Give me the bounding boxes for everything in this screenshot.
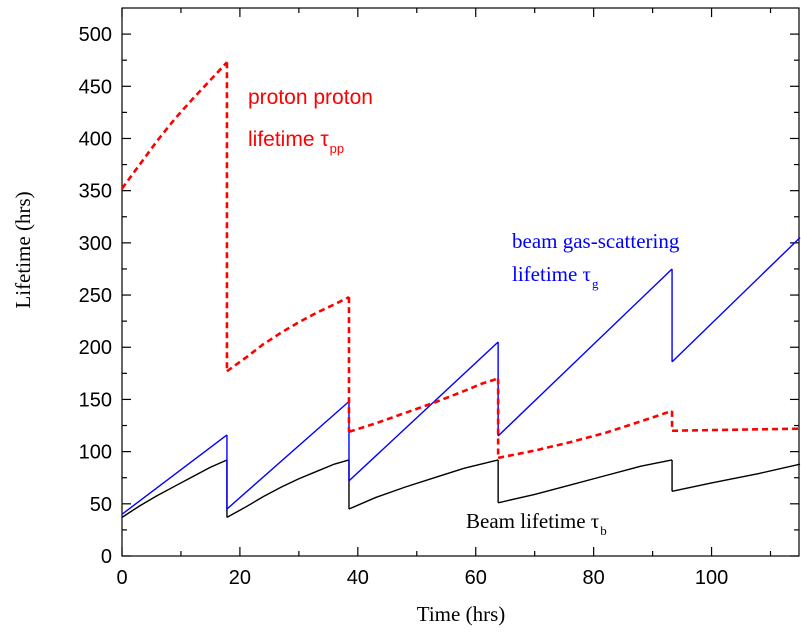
annotation-beam-subscript: b <box>600 523 607 538</box>
series-gas-segment-0 <box>121 434 228 515</box>
x-tick-label: 100 <box>695 567 728 589</box>
x-tick-label: 60 <box>465 567 487 589</box>
series-layer <box>120 61 801 518</box>
series-beam-segment-6 <box>497 459 673 504</box>
series-pp-segment-8 <box>672 427 801 433</box>
series-pp <box>120 61 801 460</box>
annotation-pp-subscript: pp <box>330 141 344 156</box>
plot-border <box>121 7 800 557</box>
y-tick-label: 400 <box>79 128 112 150</box>
y-axis-title: Lifetime (hrs) <box>11 191 35 308</box>
y-tick-label: 50 <box>90 494 112 516</box>
axis-ticks <box>121 8 799 557</box>
x-tick-label: 80 <box>583 567 605 589</box>
y-tick-label: 150 <box>79 389 112 411</box>
series-pp-segment-0 <box>120 61 228 190</box>
annotation-beam-line1: Beam lifetime τb <box>466 509 607 538</box>
series-beam-segment-4 <box>348 459 499 510</box>
annotation-beam-gas: beam gas-scattering lifetime τg <box>512 229 680 291</box>
series-pp-segment-6 <box>497 409 673 460</box>
tick-labels: 0 20 40 60 80 100 0 50 100 150 200 250 300 350 400 450 5… <box>79 24 729 589</box>
y-tick-label: 350 <box>79 181 112 203</box>
y-tick-label: 450 <box>79 76 112 98</box>
x-tick-label: 40 <box>347 567 369 589</box>
annotation-gas-line2: lifetime τg <box>512 262 599 291</box>
x-tick-label: 0 <box>116 567 127 589</box>
annotation-pp-line1: proton proton <box>248 86 373 109</box>
series-beam-segment-8 <box>671 463 801 492</box>
annotation-proton-proton: proton proton lifetime τpp <box>248 86 373 156</box>
plot-frame <box>121 7 800 557</box>
y-tick-label: 0 <box>101 546 112 568</box>
annotation-gas-subscript: g <box>592 276 599 291</box>
series-gas <box>121 237 801 515</box>
series-gas-segment-4 <box>348 341 499 482</box>
annotation-beam-lifetime: Beam lifetime τb <box>466 509 607 538</box>
x-tick-label: 20 <box>229 567 251 589</box>
annotation-gas-line1: beam gas-scattering <box>512 229 680 253</box>
y-tick-label: 200 <box>79 337 112 359</box>
y-tick-label: 300 <box>79 233 112 255</box>
annotation-pp-line2: lifetime τpp <box>248 128 344 156</box>
series-beam-segment-2 <box>226 459 350 518</box>
series-beam <box>121 459 801 518</box>
series-gas-segment-8 <box>671 237 801 363</box>
y-tick-label: 100 <box>79 442 112 464</box>
series-pp-segment-2 <box>226 295 350 373</box>
y-tick-label: 500 <box>79 24 112 46</box>
series-gas-segment-2 <box>226 400 350 510</box>
y-tick-label: 250 <box>79 285 112 307</box>
series-beam-segment-0 <box>121 459 228 518</box>
x-axis-title: Time (hrs) <box>417 602 505 626</box>
series-gas-segment-6 <box>497 268 673 437</box>
series-pp-segment-4 <box>348 377 499 434</box>
